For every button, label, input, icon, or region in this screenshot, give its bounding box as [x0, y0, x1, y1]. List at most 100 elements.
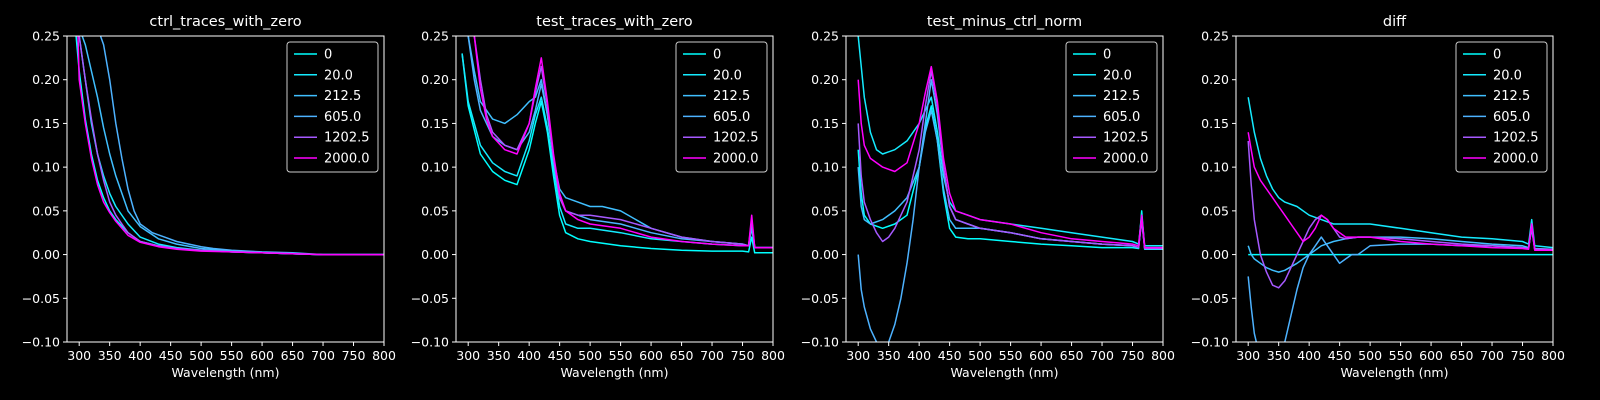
x-tick-label: 500	[1358, 348, 1382, 363]
y-tick-label: 0.00	[32, 247, 60, 262]
y-tick-label: 0.00	[1201, 247, 1229, 262]
y-tick-label: 0.15	[811, 116, 839, 131]
y-tick-label: 0.15	[421, 116, 449, 131]
series-line-2000.0	[77, 36, 384, 256]
x-axis-label: Wavelength (nm)	[951, 365, 1059, 380]
panel-1: 300 350 400 450 500 550 600 650 700 750 800 −0.10 −0…	[22, 14, 396, 380]
x-tick-label: 500	[578, 348, 602, 363]
legend-label: 2000.0	[1493, 152, 1539, 167]
y-tick-label: 0.00	[811, 247, 839, 262]
y-tick-label: −0.10	[411, 335, 449, 350]
x-tick-label: 650	[281, 348, 305, 363]
legend-label: 20.0	[1103, 68, 1132, 83]
y-tick-label: −0.10	[801, 335, 839, 350]
axes-frame	[66, 35, 385, 343]
panel-4: 300 350 400 450 500 550 600 650 700 750 800 −0.10 −0…	[1191, 14, 1565, 380]
x-tick-label: 400	[128, 348, 152, 363]
legend-label: 1202.5	[713, 131, 759, 146]
x-tick-label: 600	[639, 348, 663, 363]
x-tick-label: 550	[1389, 348, 1413, 363]
legend-label: 20.0	[713, 68, 742, 83]
panel-3: 300 350 400 450 500 550 600 650 700 750 800 −0.10 −0…	[801, 14, 1175, 380]
x-tick-label: 300	[846, 348, 870, 363]
legend-label: 0	[1103, 48, 1111, 63]
x-tick-label: 750	[731, 348, 755, 363]
legend-label: 605.0	[1103, 110, 1140, 125]
x-tick-label: 550	[220, 348, 244, 363]
x-tick-label: 750	[342, 348, 366, 363]
legend-label: 212.5	[713, 89, 750, 104]
y-tick-label: 0.25	[1201, 29, 1229, 44]
x-tick-label: 400	[1297, 348, 1321, 363]
legend-label: 0	[1493, 48, 1501, 63]
series-line-20.0	[1247, 97, 1553, 249]
x-tick-label: 550	[609, 348, 633, 363]
x-tick-label: 550	[999, 348, 1023, 363]
x-tick-label: 700	[700, 348, 724, 363]
x-tick-label: 800	[761, 348, 785, 363]
y-tick-label: −0.10	[22, 335, 60, 350]
legend: 0 20.0 212.5 605.0 1202.5 2000.0	[286, 41, 379, 173]
series-line-605.0	[99, 36, 384, 256]
x-tick-label: 600	[1029, 348, 1053, 363]
chart-title: test_traces_with_zero	[536, 14, 693, 30]
legend-label: 20.0	[1493, 68, 1522, 83]
y-tick-label: −0.05	[22, 291, 60, 306]
x-tick-label: 700	[311, 348, 335, 363]
axes-frame	[845, 35, 1164, 343]
x-tick-label: 600	[1419, 348, 1443, 363]
y-tick-label: 0.20	[421, 72, 449, 87]
axes-frame	[1235, 35, 1554, 343]
legend: 0 20.0 212.5 605.0 1202.5 2000.0	[675, 41, 768, 173]
legend-label: 212.5	[324, 89, 361, 104]
x-tick-label: 600	[250, 348, 274, 363]
legend-label: 1202.5	[1103, 131, 1149, 146]
x-axis-label: Wavelength (nm)	[561, 365, 669, 380]
x-tick-label: 500	[968, 348, 992, 363]
y-tick-label: 0.00	[421, 247, 449, 262]
x-tick-label: 700	[1090, 348, 1114, 363]
chart-title: test_minus_ctrl_norm	[927, 14, 1082, 30]
legend-label: 212.5	[1103, 89, 1140, 104]
y-tick-label: 0.05	[32, 203, 60, 218]
legend: 0 20.0 212.5 605.0 1202.5 2000.0	[1065, 41, 1158, 173]
y-tick-label: 0.10	[421, 160, 449, 175]
y-tick-label: 0.20	[32, 72, 60, 87]
series-line-2000.0	[1247, 132, 1553, 251]
legend-label: 605.0	[324, 110, 361, 125]
y-tick-label: 0.05	[1201, 203, 1229, 218]
chart-title: diff	[1383, 14, 1407, 30]
x-tick-label: 800	[1541, 348, 1565, 363]
panel-2: 300 350 400 450 500 550 600 650 700 750 800 −0.10 −0…	[411, 14, 785, 380]
y-tick-label: 0.15	[32, 116, 60, 131]
legend-label: 2000.0	[324, 152, 370, 167]
x-tick-label: 650	[1450, 348, 1474, 363]
y-tick-label: −0.05	[411, 291, 449, 306]
series-line-2000.0	[857, 65, 1163, 249]
y-tick-label: 0.15	[1201, 116, 1229, 131]
legend-label: 212.5	[1493, 89, 1530, 104]
legend-label: 2000.0	[1103, 152, 1149, 167]
x-tick-label: 700	[1480, 348, 1504, 363]
legend-label: 605.0	[1493, 110, 1530, 125]
x-tick-label: 750	[1121, 348, 1145, 363]
x-tick-label: 350	[487, 348, 511, 363]
y-tick-label: −0.05	[801, 291, 839, 306]
y-tick-label: 0.20	[1201, 72, 1229, 87]
chart-title: ctrl_traces_with_zero	[149, 14, 301, 30]
x-tick-label: 650	[670, 348, 694, 363]
y-tick-label: 0.10	[1201, 160, 1229, 175]
legend-label: 0	[324, 48, 332, 63]
y-tick-label: −0.10	[1191, 335, 1229, 350]
legend-label: 1202.5	[1493, 131, 1539, 146]
x-tick-label: 350	[877, 348, 901, 363]
series-group	[461, 36, 773, 254]
x-tick-label: 450	[938, 348, 962, 363]
y-tick-label: 0.25	[32, 29, 60, 44]
legend-label: 2000.0	[713, 152, 759, 167]
x-tick-label: 300	[67, 348, 91, 363]
x-tick-label: 350	[1267, 348, 1291, 363]
legend-label: 605.0	[713, 110, 750, 125]
